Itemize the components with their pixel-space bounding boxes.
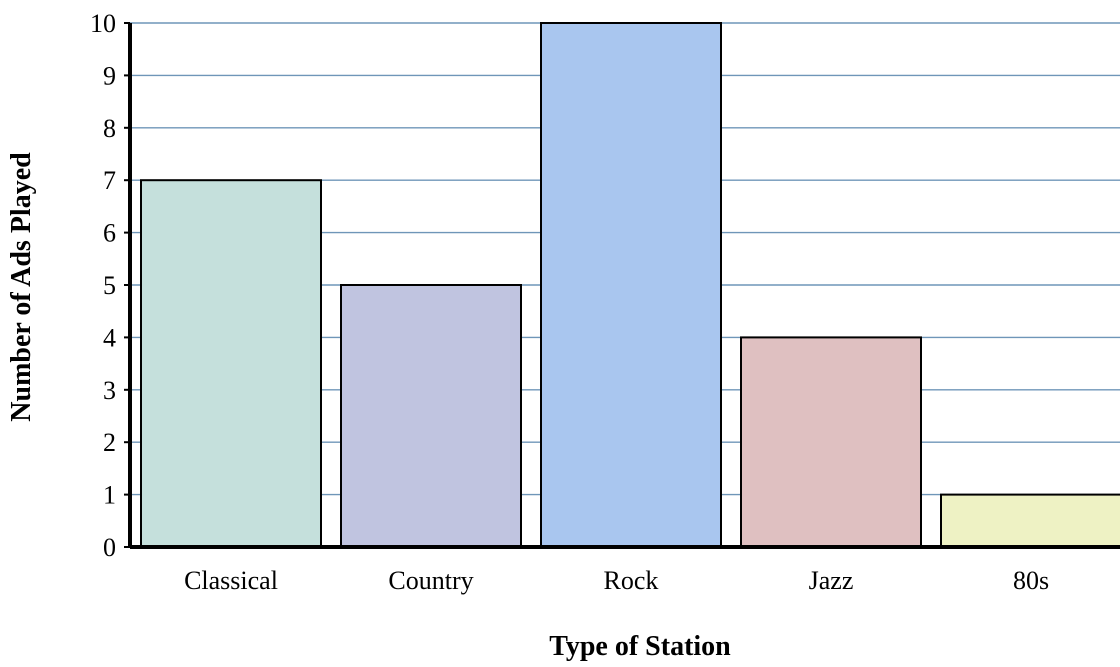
y-tick-label: 7: [103, 166, 116, 195]
x-tick-label-rock: Rock: [604, 566, 659, 595]
axes: [124, 22, 1120, 549]
x-axis-title: Type of Station: [549, 631, 731, 662]
x-tick-label-country: Country: [388, 566, 473, 595]
x-tick-label-80s: 80s: [1013, 566, 1049, 595]
y-tick-label: 6: [103, 219, 116, 248]
y-tick-labels: 0 1 2 3 4 5 6 7 8 9 10: [90, 9, 116, 562]
y-tick-label: 2: [103, 428, 116, 457]
y-tick-label: 10: [90, 9, 116, 38]
bar-rock: [540, 22, 722, 548]
bar-jazz: [740, 336, 922, 548]
y-tick-label: 9: [103, 61, 116, 90]
y-tick-label: 5: [103, 271, 116, 300]
x-tick-labels: Classical Country Rock Jazz 80s: [184, 566, 1049, 595]
bar-80s: [940, 493, 1120, 549]
y-tick-label: 4: [103, 323, 116, 352]
y-tick-label: 8: [103, 114, 116, 143]
y-axis-title: Number of Ads Played: [6, 152, 37, 422]
bar-country: [340, 284, 522, 548]
x-tick-label-classical: Classical: [184, 566, 278, 595]
y-tick-label: 1: [103, 481, 116, 510]
x-tick-label-jazz: Jazz: [809, 566, 854, 595]
y-tick-label: 3: [103, 376, 116, 405]
y-tick-label: 0: [103, 533, 116, 562]
bar-classical: [140, 179, 322, 548]
